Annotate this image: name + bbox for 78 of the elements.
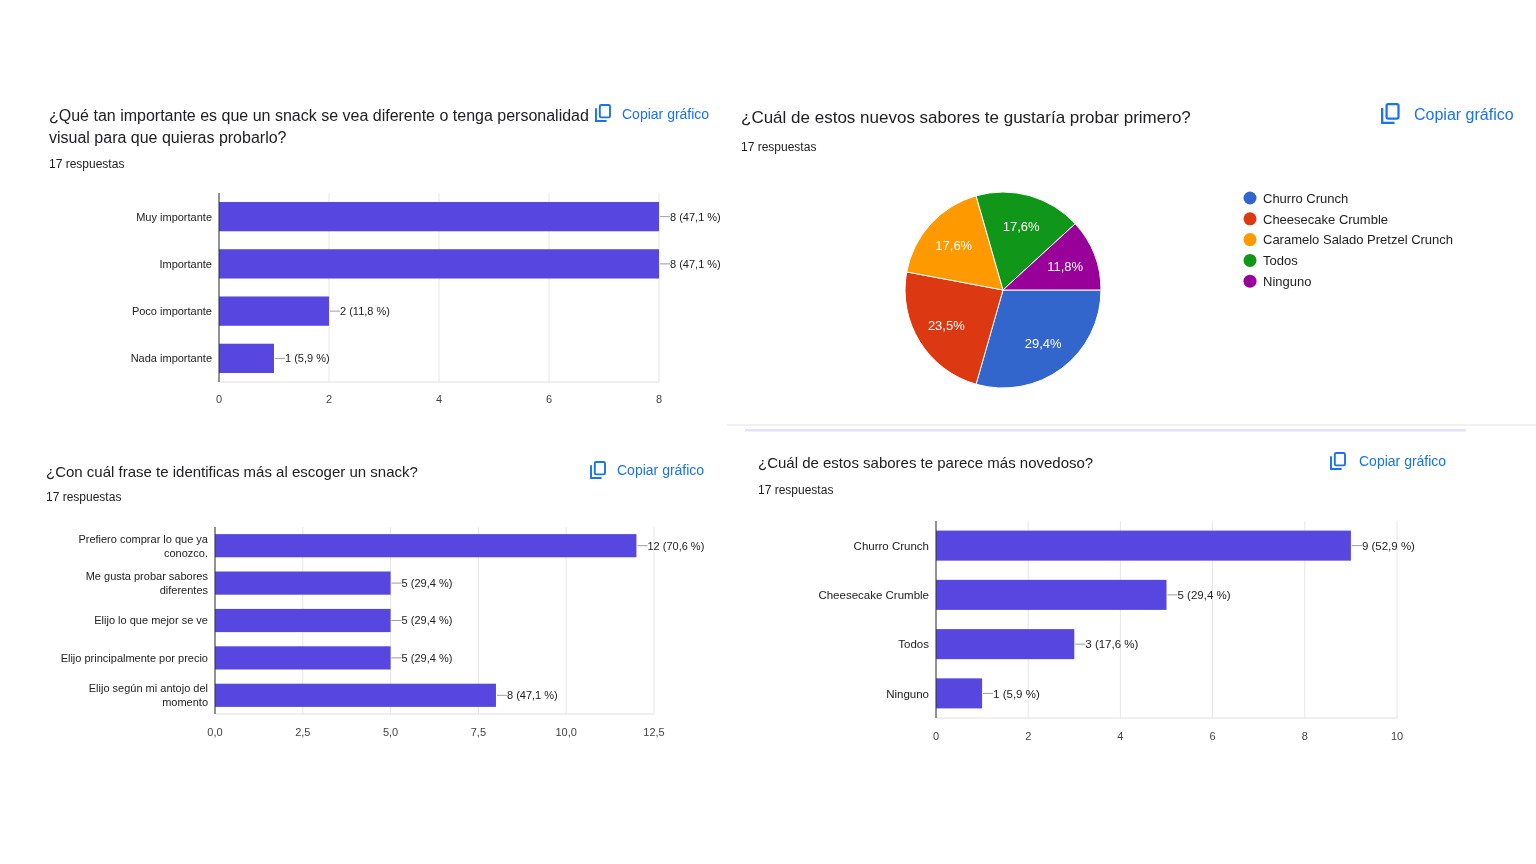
y-tick-label: Todos xyxy=(898,638,930,651)
x-tick-label: 4 xyxy=(1117,730,1124,742)
bar xyxy=(219,201,659,232)
legend-label: Cheesecake Crumble xyxy=(1263,211,1389,227)
x-tick-label: 2,5 xyxy=(295,726,311,738)
bar xyxy=(936,579,1167,610)
text: Copiar gráfico xyxy=(1359,453,1447,469)
y-tick-label: Elijo lo que mejor se ve xyxy=(94,614,208,627)
data-label: 9 (52,9 %) xyxy=(1361,539,1416,552)
bar xyxy=(219,249,659,279)
x-tick-label: 2 xyxy=(1025,730,1032,742)
text: Copiar gráfico xyxy=(617,462,705,478)
x-tick-label: 7,5 xyxy=(470,726,487,738)
data-label: 5 (29,4 %) xyxy=(1177,589,1231,602)
y-tick-label: Muy importante xyxy=(136,210,212,223)
data-label: 8 (47,1 %) xyxy=(670,257,721,270)
x-tick-label: 0,0 xyxy=(207,726,223,738)
data-label: 8 (47,1 %) xyxy=(670,210,721,223)
y-tick-label: Churro Crunch xyxy=(853,539,929,552)
text: 17 respuestas xyxy=(46,490,122,504)
x-tick-label: 10,0 xyxy=(555,726,577,738)
bar xyxy=(936,629,1075,660)
x-tick-label: 2 xyxy=(325,393,333,405)
text: 17 respuestas xyxy=(741,140,817,154)
chart-title: ¿Con cuál frase te identificas más al escoger un snack? xyxy=(46,463,418,480)
x-tick-label: 10 xyxy=(1390,730,1404,742)
data-label: 3 (17,6 %) xyxy=(1085,638,1139,651)
data-label: 5 (29,4 %) xyxy=(401,577,453,590)
x-tick-label: 8 xyxy=(655,393,663,405)
x-tick-label: 12,5 xyxy=(643,726,665,738)
chart-title: ¿Cuál de estos sabores te parece más novedoso? xyxy=(758,454,1094,471)
data-label: 1 (5,9 %) xyxy=(285,352,330,365)
legend-label: Churro Crunch xyxy=(1263,190,1349,206)
x-tick-label: 6 xyxy=(1209,730,1216,742)
data-label: 17,6% xyxy=(935,237,973,253)
data-label: 11,8% xyxy=(1047,258,1084,274)
x-tick-label: 4 xyxy=(435,393,443,405)
x-tick-label: 5,0 xyxy=(382,726,399,738)
data-label: 29,4% xyxy=(1024,335,1062,351)
text: Copiar gráfico xyxy=(622,106,710,122)
bar xyxy=(215,646,391,670)
data-label: 2 (11,8 %) xyxy=(340,305,390,318)
y-tick-label: Nada importante xyxy=(130,352,212,365)
data-label: 23,5% xyxy=(927,317,966,333)
data-label: 5 (29,4 %) xyxy=(401,651,453,664)
legend-label: Todos xyxy=(1263,253,1299,269)
x-tick-label: 0 xyxy=(932,730,940,742)
chart-title: ¿Cuál de estos nuevos sabores te gustaría probar primero? xyxy=(741,108,1191,127)
text: Copiar gráfico xyxy=(1414,106,1514,123)
bar xyxy=(936,530,1351,561)
x-tick-label: 0 xyxy=(215,393,223,405)
bar xyxy=(215,571,391,595)
y-tick-label: Prefiero comprar lo que ya conozco. xyxy=(78,532,209,559)
y-tick-label: Cheesecake Crumble xyxy=(818,589,929,602)
y-tick-label: Ninguno xyxy=(886,687,929,700)
text: 17 respuestas xyxy=(758,483,834,497)
data-label: 12 (70,6 %) xyxy=(647,539,705,552)
data-label: 5 (29,4 %) xyxy=(401,614,453,627)
text: 17 respuestas xyxy=(49,157,125,171)
data-label: 1 (5,9 %) xyxy=(993,687,1040,700)
y-tick-label: Me gusta probar sabores diferentes xyxy=(85,569,209,597)
bar xyxy=(215,534,637,558)
y-tick-label: Elijo principalmente por precio xyxy=(60,651,208,664)
legend-label: Ninguno xyxy=(1263,273,1312,289)
bar xyxy=(936,678,983,709)
y-tick-label: Elijo según mi antojo del momento xyxy=(88,682,208,709)
legend-label: Caramelo Salado Pretzel Crunch xyxy=(1263,232,1454,248)
data-label: 17,6% xyxy=(1002,218,1040,234)
bar xyxy=(215,608,391,633)
data-label: 8 (47,1 %) xyxy=(506,689,558,702)
bar xyxy=(219,343,274,374)
x-tick-label: 8 xyxy=(1301,730,1308,742)
y-tick-label: Poco importante xyxy=(131,305,212,318)
x-tick-label: 6 xyxy=(545,393,553,405)
chart-title: ¿Qué tan importante es que un snack se vea diferente o tenga personalidad visual para que quieras probarlo? xyxy=(49,107,589,146)
bar xyxy=(219,296,329,326)
bar xyxy=(215,683,496,707)
y-tick-label: Importante xyxy=(159,257,212,270)
